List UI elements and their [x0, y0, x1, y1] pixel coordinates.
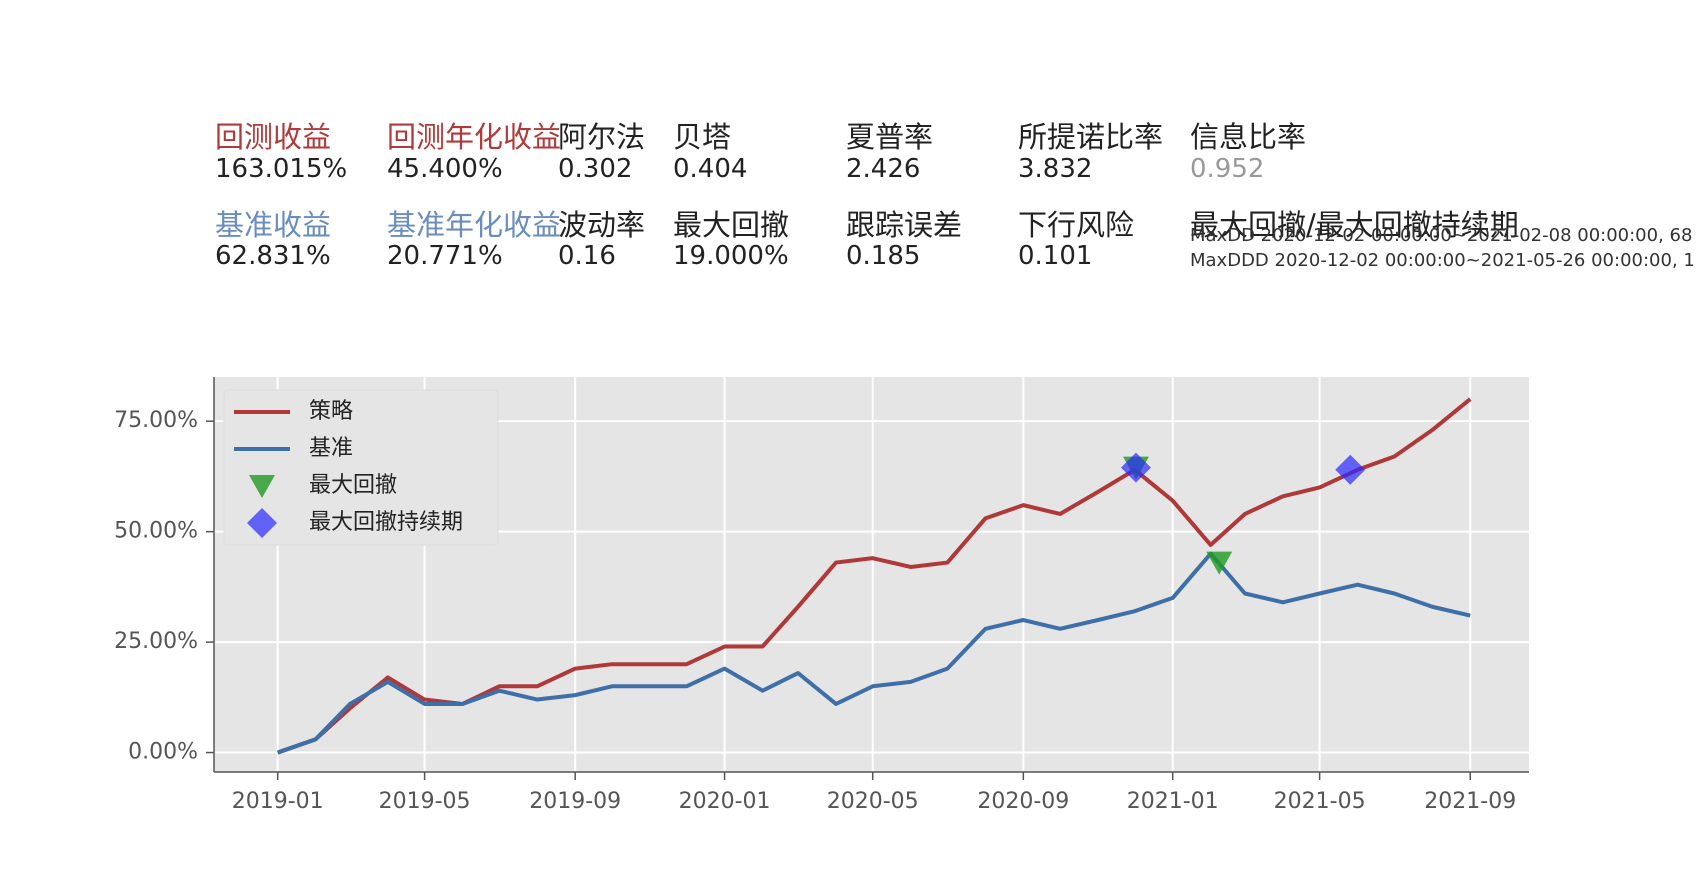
x-tick-label: 2021-01 — [1127, 789, 1219, 814]
metric-value: 3.832 — [1018, 154, 1093, 184]
x-tick-label: 2020-01 — [679, 789, 771, 814]
y-tick-label: 0.00% — [128, 740, 198, 765]
metric-value: 0.404 — [673, 154, 748, 184]
legend-box — [223, 389, 499, 546]
metric-label: 基准收益 — [215, 208, 332, 242]
y-tick-label: 50.00% — [114, 519, 198, 544]
legend-swatch — [247, 508, 277, 538]
metric-label: 信息比率 — [1190, 120, 1307, 154]
metric-label: 所提诺比率 — [1018, 120, 1164, 154]
y-tick-label: 75.00% — [114, 408, 198, 433]
metric-value: 0.185 — [846, 241, 921, 271]
metric-label: 最大回撤/最大回撤持续期 — [1190, 208, 1519, 242]
metric-label: 回测年化收益 — [387, 120, 562, 154]
duration-marker — [1120, 452, 1151, 483]
metric-label: 下行风险 — [1018, 208, 1135, 242]
metric-value: 19.000% — [673, 241, 789, 271]
metric-value: 0.101 — [1018, 241, 1093, 271]
metric-value: 0.952 — [1190, 154, 1265, 184]
legend-swatch — [249, 475, 275, 498]
metric-label: 回测收益 — [215, 120, 332, 154]
x-tick-label: 2021-09 — [1424, 789, 1516, 814]
y-tick-label: 25.00% — [114, 629, 198, 654]
legend-label: 最大回撤持续期 — [309, 510, 463, 535]
x-tick-label: 2019-09 — [529, 789, 621, 814]
metric-value: 62.831% — [215, 241, 331, 271]
metric-value: 0.302 — [558, 154, 633, 184]
x-tick-label: 2020-05 — [827, 789, 919, 814]
metric-value: 45.400% — [387, 154, 503, 184]
metric-label: 波动率 — [558, 208, 646, 242]
duration-marker — [1335, 454, 1366, 485]
x-tick-label: 2021-05 — [1274, 789, 1366, 814]
legend-label: 基准 — [309, 436, 353, 461]
maxddd-text: MaxDDD 2020-12-02 00:00:00~2021-05-26 00… — [1190, 250, 1695, 271]
legend-label: 最大回撤 — [309, 473, 397, 498]
metric-value: 20.771% — [387, 241, 503, 271]
metric-value: 0.16 — [558, 241, 616, 271]
x-tick-label: 2019-05 — [379, 789, 471, 814]
x-tick-label: 2020-09 — [977, 789, 1069, 814]
series-line — [277, 551, 1471, 755]
x-tick-label: 2019-01 — [232, 789, 324, 814]
metric-value: 163.015% — [215, 154, 348, 184]
metric-label: 阿尔法 — [558, 120, 646, 154]
legend-label: 策略 — [309, 399, 353, 424]
metric-label: 最大回撤 — [673, 208, 790, 242]
metric-value: 2.426 — [846, 154, 921, 184]
maxdd-text: MaxDD 2020-12-02 00:00:00~2021-02-08 00:… — [1190, 225, 1693, 246]
metric-label: 贝塔 — [673, 120, 732, 154]
metric-label: 基准年化收益 — [387, 208, 562, 242]
drawdown-marker — [1206, 551, 1233, 575]
metric-label: 夏普率 — [846, 120, 934, 154]
metric-label: 跟踪误差 — [846, 208, 963, 242]
